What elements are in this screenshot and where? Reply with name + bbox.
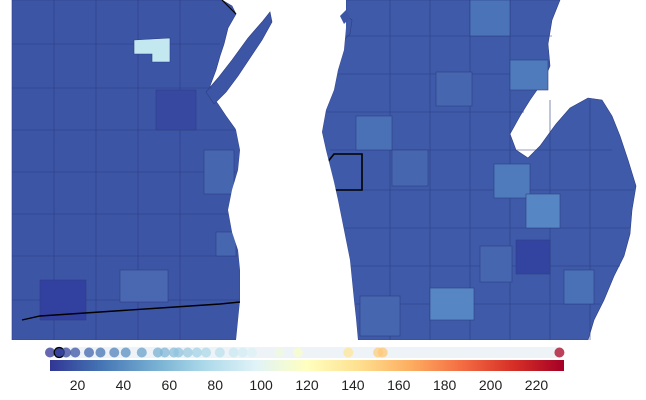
island — [340, 10, 350, 24]
colorbar-tick-label: 220 — [525, 377, 549, 393]
county-tile[interactable] — [429, 287, 475, 321]
colorbar-tick-label: 60 — [162, 377, 178, 393]
legend-dot[interactable] — [95, 347, 106, 358]
legend-dots — [45, 346, 565, 359]
colorbar-tick-label: 180 — [433, 377, 457, 393]
legend-dot[interactable] — [343, 347, 354, 358]
legend-dot[interactable] — [173, 347, 184, 358]
wisconsin-county-borders — [12, 0, 240, 340]
county-tile[interactable] — [515, 239, 551, 275]
highlighted-county-pale[interactable] — [133, 37, 171, 63]
legend-dot[interactable] — [159, 347, 170, 358]
colorbar-tick-label: 200 — [479, 377, 503, 393]
colorbar-ticks: 20 40 60 80 100 120 140 160 180 200 220 — [70, 377, 549, 393]
state-border-line — [221, 0, 237, 15]
county-tile[interactable] — [493, 163, 531, 199]
legend-dot[interactable] — [109, 347, 120, 358]
county-tile[interactable] — [155, 89, 197, 131]
legend-dot[interactable] — [136, 347, 147, 358]
legend-dot[interactable] — [237, 347, 248, 358]
colorbar-tick-label: 20 — [70, 377, 86, 393]
map-svg — [11, 0, 637, 341]
color-legend: 20 40 60 80 100 120 140 160 180 200 220 — [0, 340, 646, 395]
legend-dot[interactable] — [292, 347, 303, 358]
colorbar — [50, 360, 564, 371]
colorbar-tick-label: 160 — [387, 377, 411, 393]
michigan-landmass[interactable] — [321, 0, 637, 341]
legend-dot[interactable] — [228, 347, 239, 358]
state-border-line — [21, 301, 241, 321]
lake-michigan — [228, 0, 358, 340]
legend-dot[interactable] — [70, 347, 81, 358]
colorbar-tick-label: 120 — [295, 377, 319, 393]
county-tile[interactable] — [215, 231, 237, 257]
legend-dot[interactable] — [191, 347, 202, 358]
county-tile[interactable] — [203, 149, 235, 195]
county-tile[interactable] — [359, 295, 401, 337]
legend-dot[interactable] — [84, 347, 95, 358]
colorbar-tick-label: 140 — [341, 377, 365, 393]
legend-dot[interactable] — [214, 347, 225, 358]
legend-dot[interactable] — [554, 347, 565, 358]
legend-dot[interactable] — [61, 347, 72, 358]
choropleth-map[interactable] — [0, 0, 646, 341]
colorbar-tick-label: 80 — [207, 377, 223, 393]
county-tile[interactable] — [391, 149, 429, 187]
legend-dot[interactable] — [120, 347, 131, 358]
legend-dot[interactable] — [377, 347, 388, 358]
door-peninsula[interactable] — [205, 11, 273, 105]
county-tile[interactable] — [563, 269, 595, 305]
legend-dot[interactable] — [274, 347, 285, 358]
county-tile[interactable] — [479, 245, 513, 283]
legend-dot[interactable] — [152, 347, 163, 358]
county-tile[interactable] — [355, 115, 393, 151]
legend-dot[interactable] — [201, 347, 212, 358]
county-tile[interactable] — [119, 269, 169, 303]
legend-dot[interactable] — [45, 347, 55, 358]
legend-dot[interactable] — [246, 347, 257, 358]
county-tile[interactable] — [435, 71, 473, 107]
legend-svg: 20 40 60 80 100 120 140 160 180 200 220 — [45, 346, 565, 393]
colorbar-tick-label: 40 — [116, 377, 132, 393]
county-tile[interactable] — [469, 0, 511, 37]
county-tile[interactable] — [525, 193, 561, 229]
legend-dot[interactable] — [182, 347, 193, 358]
colorbar-tick-label: 100 — [249, 377, 273, 393]
county-tile[interactable] — [509, 59, 549, 91]
